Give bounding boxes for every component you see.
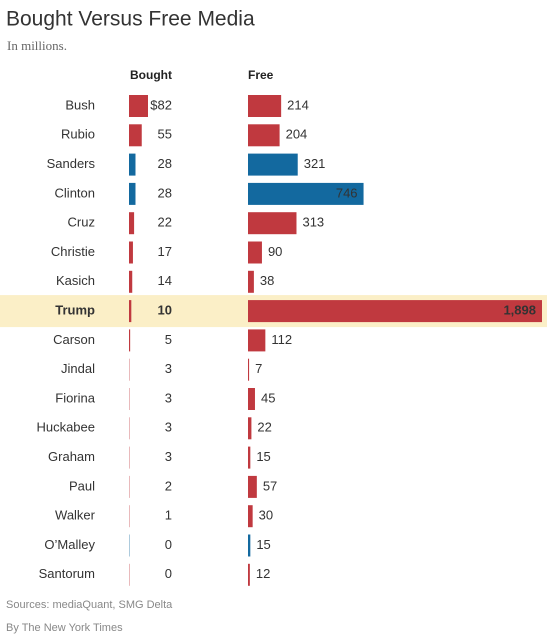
category-label: Kasich: [56, 273, 95, 288]
bar: [129, 182, 136, 205]
value-label: 15: [256, 449, 270, 464]
value-label: 1,898: [503, 303, 536, 318]
value-label: 3: [165, 361, 172, 376]
value-label: 3: [165, 390, 172, 405]
bar: [248, 241, 262, 264]
bar: [129, 475, 130, 498]
value-label: 38: [260, 273, 274, 288]
value-label: 45: [261, 390, 275, 405]
bar: [248, 124, 280, 147]
category-label: Christie: [51, 244, 95, 259]
bar: [129, 417, 130, 440]
value-label: 17: [158, 244, 172, 259]
bar: [248, 505, 253, 528]
category-label: Santorum: [39, 566, 95, 581]
bar: [248, 95, 282, 117]
category-label: Bush: [65, 97, 95, 112]
value-label: 30: [259, 508, 273, 523]
bar: [248, 153, 298, 176]
bar: [129, 563, 130, 586]
value-label: 22: [158, 215, 172, 230]
bar: [248, 300, 542, 323]
bar: [129, 534, 130, 557]
category-label: Paul: [69, 478, 95, 493]
category-label: Fiorina: [55, 390, 96, 405]
value-label: 90: [268, 244, 282, 259]
bar: [248, 475, 257, 498]
chart-title: Bought Versus Free Media: [6, 8, 255, 31]
value-label: $82: [150, 97, 172, 112]
bar: [248, 417, 252, 440]
bar: [129, 270, 133, 293]
bar: [129, 241, 133, 264]
sources: Sources: mediaQuant, SMG Delta: [6, 599, 173, 611]
value-label: 0: [165, 566, 172, 581]
value-label: 1: [165, 508, 172, 523]
value-label: 0: [165, 537, 172, 552]
value-label: 22: [257, 420, 271, 435]
bar: [248, 270, 254, 293]
value-label: 5: [165, 332, 172, 347]
value-label: 15: [256, 537, 270, 552]
value-label: 313: [302, 215, 324, 230]
value-label: 2: [165, 478, 172, 493]
bar: [248, 563, 250, 586]
credit: By The New York Times: [6, 622, 123, 634]
category-label: Graham: [48, 449, 95, 464]
bar: [129, 505, 130, 528]
value-label: 57: [263, 478, 277, 493]
value-label: 112: [271, 332, 292, 347]
value-label: 3: [165, 420, 172, 435]
bar: [248, 329, 266, 352]
category-label: Trump: [55, 303, 95, 318]
bar: [248, 182, 364, 205]
value-label: 14: [158, 273, 172, 288]
value-label: 28: [158, 156, 172, 171]
bar: [129, 329, 131, 352]
category-label: Walker: [55, 508, 96, 523]
bar: [248, 388, 255, 410]
series-header: Free: [248, 68, 274, 82]
bar: [129, 300, 132, 323]
bar: [248, 534, 251, 557]
bar: [129, 358, 130, 381]
bar: [248, 358, 250, 381]
category-label: Sanders: [47, 156, 96, 171]
bar: [129, 446, 130, 469]
bar: [129, 124, 142, 147]
category-label: Jindal: [61, 361, 95, 376]
bar: [129, 212, 135, 235]
category-label: Rubio: [61, 127, 95, 142]
chart-subtitle: In millions.: [7, 38, 67, 53]
value-label: 28: [158, 185, 172, 200]
value-label: 214: [287, 97, 309, 112]
value-label: 204: [286, 127, 308, 142]
value-label: 7: [255, 361, 262, 376]
category-label: Cruz: [68, 215, 95, 230]
category-label: Carson: [53, 332, 95, 347]
category-label: Huckabee: [36, 420, 95, 435]
bar: [129, 95, 148, 117]
bar: [248, 212, 297, 235]
value-label: 10: [158, 303, 172, 318]
category-label: Clinton: [55, 185, 95, 200]
value-label: 55: [158, 127, 172, 142]
bar: [129, 388, 130, 410]
value-label: 12: [256, 566, 270, 581]
series-header: Bought: [130, 68, 172, 82]
value-label: 3: [165, 449, 172, 464]
value-label: 321: [304, 156, 326, 171]
category-label: O’Malley: [44, 537, 95, 552]
value-label: 746: [336, 185, 358, 200]
bar: [248, 446, 251, 469]
bar: [129, 153, 136, 176]
